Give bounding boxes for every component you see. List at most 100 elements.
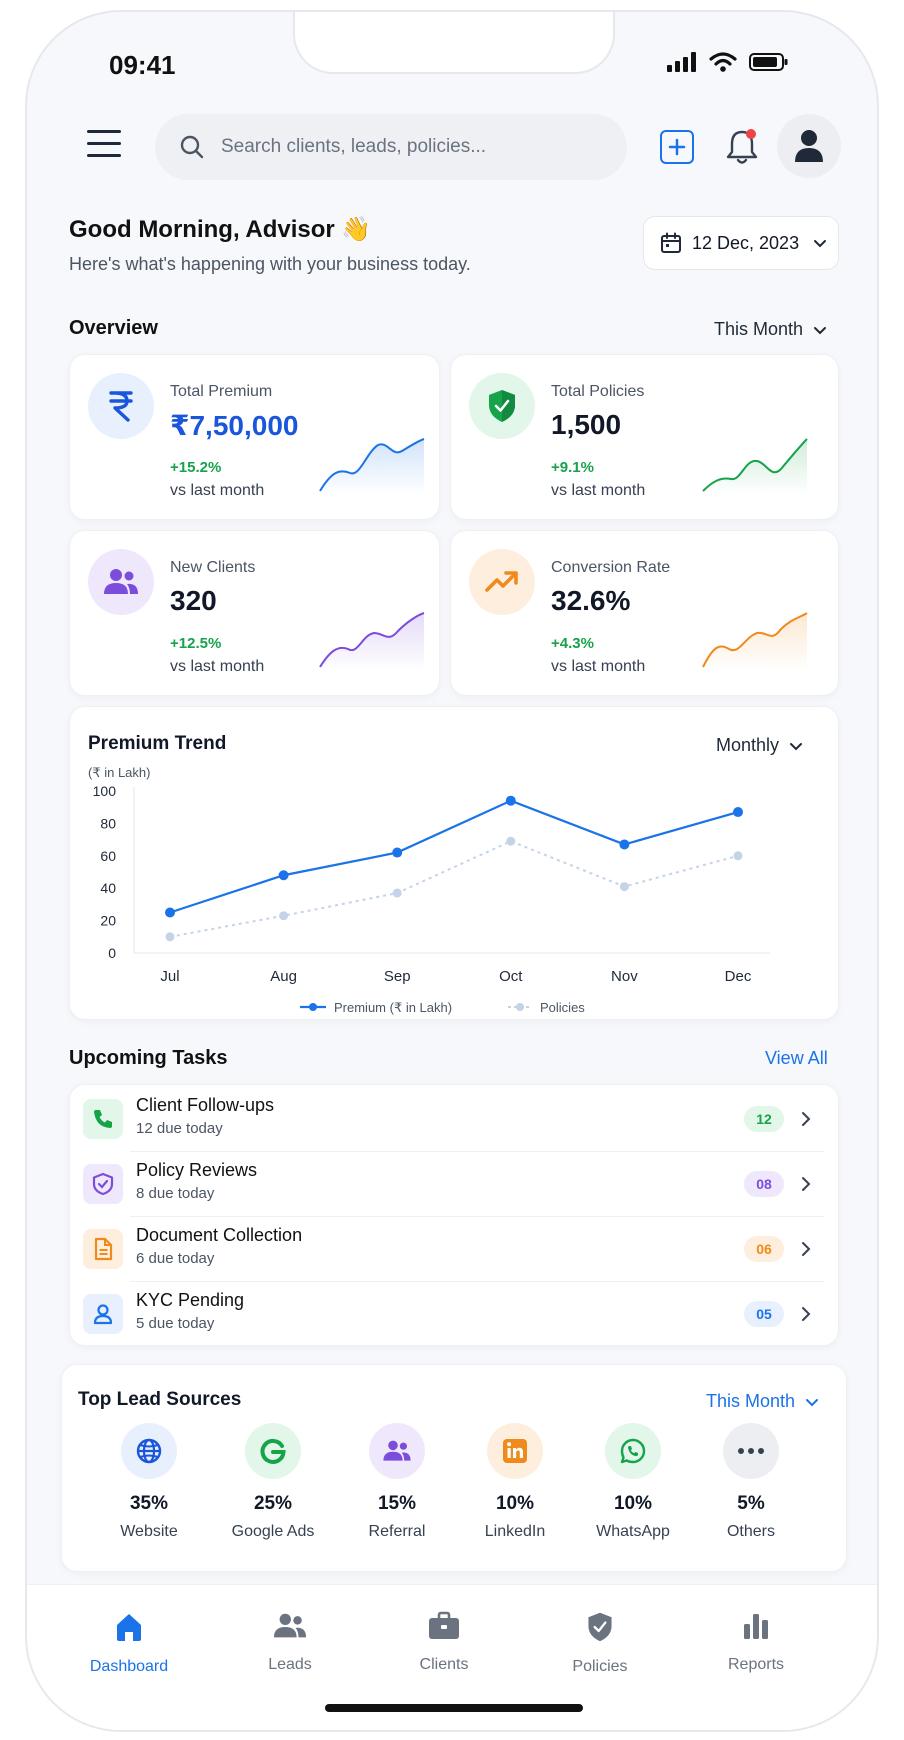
kpi-label: Total Premium [170, 383, 273, 400]
linkedin-icon [503, 1439, 527, 1463]
lead-source-name: Google Ads [231, 1523, 315, 1540]
kpi-card-total-policies[interactable]: Total Policies 1,500 +9.1% vs last month [450, 354, 839, 520]
kpi-card-conversion-rate[interactable]: Conversion Rate 32.6% +4.3% vs last mont… [450, 530, 839, 696]
kpi-card-total-premium[interactable]: Total Premium ₹7,50,000 +15.2% vs last m… [69, 354, 440, 520]
kpi-change: +12.5% [170, 635, 222, 652]
view-all-link[interactable]: View All [765, 1048, 828, 1068]
task-divider [130, 1281, 824, 1282]
device-notch [293, 12, 615, 74]
tab-leads[interactable]: Leads [225, 1611, 355, 1674]
lead-source-google-ads[interactable]: 25% Google Ads [218, 1423, 328, 1541]
lead-source-whatsapp[interactable]: 10% WhatsApp [578, 1423, 688, 1541]
y-tick-label: 20 [100, 913, 116, 929]
task-subtitle: 8 due today [136, 1185, 215, 1202]
tasks-card: Client Follow-ups 12 due today 12 Policy… [69, 1084, 839, 1346]
task-title: Policy Reviews [136, 1160, 258, 1180]
kpi-comparison: vs last month [170, 482, 265, 499]
data-point-policies [506, 836, 516, 846]
tab-reports[interactable]: Reports [691, 1611, 821, 1674]
signal-icon [667, 52, 696, 72]
data-point-premium [278, 870, 289, 881]
kpi-label: New Clients [170, 559, 256, 576]
chevron-right-icon [802, 1307, 811, 1321]
search-bar[interactable] [155, 114, 627, 180]
google-icon [260, 1438, 286, 1464]
profile-avatar[interactable] [777, 114, 841, 178]
x-tick-label: Sep [384, 968, 411, 985]
add-button[interactable] [660, 130, 694, 164]
chevron-right-icon [802, 1177, 811, 1191]
trend-period-label: Monthly [716, 735, 780, 755]
data-point-policies [619, 882, 629, 892]
kpi-card-new-clients[interactable]: New Clients 320 +12.5% vs last month [69, 530, 440, 696]
more-horizontal-icon [738, 1448, 764, 1454]
y-tick-label: 0 [108, 945, 116, 961]
chevron-down-icon [790, 742, 803, 750]
overview-period-dropdown[interactable]: This Month [714, 319, 827, 340]
data-point-policies [733, 851, 743, 861]
lead-percentage: 10% [495, 1493, 535, 1514]
chart-title: Premium Trend [88, 733, 227, 754]
data-point-policies [392, 888, 402, 898]
menu-button[interactable] [87, 130, 121, 160]
lead-period-label: This Month [706, 1391, 796, 1411]
chevron-down-icon [806, 1398, 819, 1406]
sparkline [319, 612, 425, 671]
phone-frame: 09:41 [25, 10, 879, 1732]
notifications-button[interactable] [724, 126, 760, 166]
lead-percentage: 25% [253, 1493, 293, 1514]
rupee-icon [109, 391, 133, 422]
kpi-label: Conversion Rate [551, 559, 671, 576]
lead-source-referral[interactable]: 15% Referral [342, 1423, 452, 1541]
globe-icon [136, 1438, 162, 1464]
data-point-premium [505, 795, 516, 806]
status-icons [667, 52, 789, 72]
kpi-label: Total Policies [551, 383, 645, 400]
chevron-down-icon [814, 240, 827, 248]
task-icon-box [83, 1164, 123, 1204]
task-count-badge: 05 [744, 1301, 784, 1327]
overview-title: Overview [69, 317, 158, 339]
chevron-right-icon [802, 1242, 811, 1256]
task-row-policy-reviews[interactable]: Policy Reviews 8 due today 08 [70, 1152, 838, 1216]
lead-icon-circle [723, 1423, 779, 1479]
legend-marker-policies [516, 1003, 524, 1011]
lead-source-name: Referral [368, 1523, 426, 1540]
kpi-value: ₹7,50,000 [170, 410, 299, 441]
lead-source-others[interactable]: 5% Others [696, 1423, 806, 1541]
tab-label: Leads [268, 1656, 312, 1673]
task-row-document-collection[interactable]: Document Collection 6 due today 06 [70, 1217, 838, 1281]
x-tick-label: Nov [611, 968, 638, 985]
trend-period-dropdown[interactable]: Monthly [716, 735, 803, 756]
tab-label: Clients [419, 1656, 469, 1673]
premium-trend-card: Premium Trend (₹ in Lakh) Monthly 0 20 40 6… [69, 706, 839, 1020]
chart-unit-label: (₹ in Lakh) [88, 765, 151, 780]
status-time: 09:41 [109, 50, 176, 80]
tasks-title: Upcoming Tasks [69, 1047, 228, 1069]
shield-check-icon [588, 1612, 612, 1642]
legend-marker-premium [309, 1003, 317, 1011]
task-icon-box [83, 1229, 123, 1269]
lead-source-name: Others [726, 1523, 775, 1540]
menu-bar [87, 154, 121, 157]
document-icon [94, 1237, 113, 1261]
x-tick-label: Dec [725, 968, 752, 985]
data-point-premium [392, 847, 403, 858]
lead-icon-circle [245, 1423, 301, 1479]
lead-percentage: 35% [129, 1493, 169, 1514]
lead-source-website[interactable]: 35% Website [94, 1423, 204, 1541]
task-row-client-follow-ups[interactable]: Client Follow-ups 12 due today 12 [70, 1087, 838, 1151]
kpi-icon-circle [88, 373, 154, 439]
tab-clients[interactable]: Clients [379, 1611, 509, 1674]
tab-dashboard[interactable]: Dashboard [64, 1611, 194, 1676]
data-point-policies [165, 932, 175, 942]
tab-policies[interactable]: Policies [535, 1611, 665, 1676]
lead-source-linkedin[interactable]: 10% LinkedIn [460, 1423, 570, 1541]
lead-period-dropdown[interactable]: This Month [706, 1391, 819, 1412]
calendar-icon [661, 232, 681, 253]
date-picker[interactable]: 12 Dec, 2023 [643, 216, 839, 270]
lead-percentage: 10% [613, 1493, 653, 1514]
data-point-policies [279, 911, 289, 921]
search-input[interactable] [221, 136, 601, 158]
task-row-kyc-pending[interactable]: KYC Pending 5 due today 05 [70, 1282, 838, 1346]
